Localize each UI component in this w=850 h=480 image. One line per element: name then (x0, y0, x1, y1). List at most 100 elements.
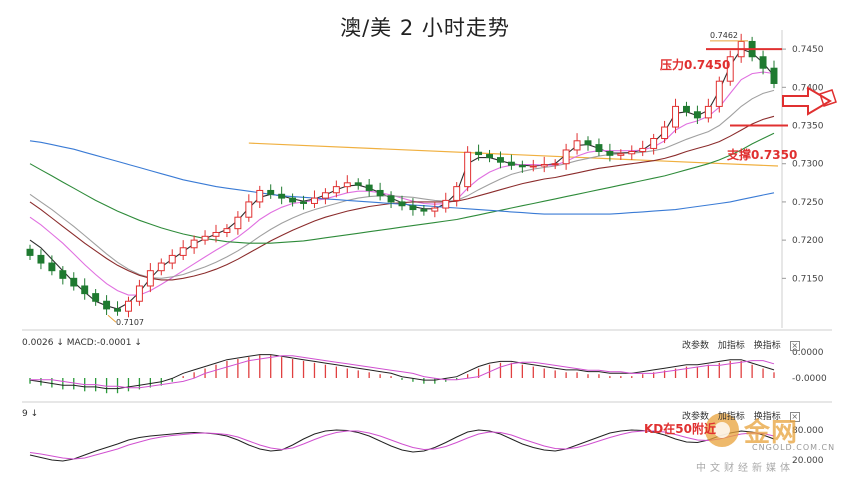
candle-body (59, 270, 67, 279)
candle-body (409, 205, 417, 211)
candle-body (387, 195, 395, 203)
candle-body (770, 67, 778, 84)
watermark-logo: 金网 (744, 418, 799, 448)
watermark-swirl-inner (714, 422, 730, 438)
candle-body (125, 300, 132, 312)
candle-body (628, 150, 636, 155)
watermark-domain: CNGOLD.COM.CN (752, 443, 836, 452)
candle-body (365, 184, 373, 191)
candle-body (135, 285, 143, 302)
candle-body (617, 153, 625, 156)
macd-close-icon[interactable]: × (789, 340, 800, 351)
y-tick-label: 0.7350 (792, 122, 824, 132)
kd-close-icon[interactable]: × (789, 411, 800, 422)
candle-body (540, 163, 548, 167)
candle-body (267, 189, 275, 195)
candle-body (70, 277, 78, 287)
candle-body (639, 147, 647, 152)
candle-body (486, 154, 493, 159)
candle-body (595, 144, 603, 152)
candle-body (715, 80, 723, 107)
candle-body (497, 157, 504, 163)
candle-body (759, 56, 767, 69)
candle-body (529, 165, 537, 168)
candle-body (179, 247, 187, 256)
y-tick-label: 0.7150 (792, 274, 824, 284)
candle-body (300, 201, 307, 204)
macd-dea-line (30, 355, 775, 389)
candle-body (398, 201, 406, 207)
candle-body (190, 239, 198, 249)
kd-tick-label: 20.000 (792, 456, 824, 466)
candle-body (114, 308, 121, 312)
macd-tool-params[interactable]: 改参数 (682, 341, 710, 351)
ma-line-1 (29, 71, 775, 296)
candle-body (573, 140, 581, 151)
chart-title: 澳/美 2 小时走势 (340, 16, 510, 40)
candle-body (92, 293, 100, 302)
candle-body (431, 207, 439, 212)
candle-body (223, 228, 231, 233)
candle-body (81, 285, 89, 295)
ma-line-2 (29, 89, 775, 279)
red-arrow-icon (782, 86, 832, 116)
candle-body (475, 151, 483, 156)
candle-body (562, 149, 570, 165)
candle-body (606, 150, 614, 156)
macd-tick-label: 0.0000 (792, 348, 824, 358)
red-arrow-icon-2 (819, 89, 837, 107)
candle-body (661, 126, 669, 140)
candle-body (332, 186, 340, 194)
kd-tool-switch[interactable]: 换指标 (753, 412, 781, 422)
candle-body (343, 182, 351, 188)
macd-tool-add[interactable]: 加指标 (717, 341, 745, 351)
kd-toolbar: 改参数 加指标 换指标 × (682, 409, 806, 422)
kd-tool-add[interactable]: 加指标 (717, 412, 745, 422)
kd-d-line (29, 430, 775, 460)
candle-body (311, 197, 318, 204)
kd-tool-params[interactable]: 改参数 (682, 412, 710, 422)
candle-body (157, 262, 165, 272)
candle-body (37, 254, 45, 264)
candle-body (234, 216, 242, 230)
candle-body (518, 164, 526, 168)
candle-body (146, 270, 154, 287)
candle-body (354, 182, 362, 186)
candle-body (321, 192, 329, 199)
candle-body (278, 193, 286, 199)
trendline (248, 142, 779, 167)
candle-body (26, 248, 34, 256)
candle-body (168, 254, 176, 264)
candle-body (442, 199, 450, 209)
candle-body (289, 197, 297, 203)
ma-line-0 (29, 48, 775, 310)
y-tick-label: 0.7250 (792, 198, 824, 208)
candle-body (201, 235, 209, 241)
y-tick-label: 0.7450 (792, 45, 824, 55)
high-marker-label: 0.7462 (710, 31, 738, 40)
candle-body (672, 105, 679, 128)
candle-body (464, 151, 472, 188)
candle-body (420, 209, 428, 212)
macd-label: 0.0026 ↓ MACD:-0.0001 ↓ (22, 338, 142, 348)
candle-body (256, 189, 264, 203)
macd-toolbar: 改参数 加指标 换指标 × (682, 338, 806, 351)
watermark-slogan: 中文财经新媒体 (696, 463, 794, 474)
candle-body (245, 201, 253, 218)
candle-body (650, 138, 658, 149)
low-marker-label: 0.7107 (116, 318, 144, 327)
kd-tick-label: 80.000 (792, 426, 824, 436)
candle-body (693, 111, 701, 119)
candle-body (212, 231, 220, 237)
ma-line-4 (29, 132, 775, 244)
macd-dif-line (29, 354, 775, 390)
candle-body (48, 262, 56, 272)
candle-body (584, 140, 592, 146)
candle-body (376, 189, 384, 197)
candle-body (704, 105, 712, 119)
candle-body (683, 105, 690, 113)
candle-body (726, 56, 734, 82)
support-label: 支撑0.7350 (727, 148, 798, 162)
macd-tool-switch[interactable]: 换指标 (753, 341, 781, 351)
